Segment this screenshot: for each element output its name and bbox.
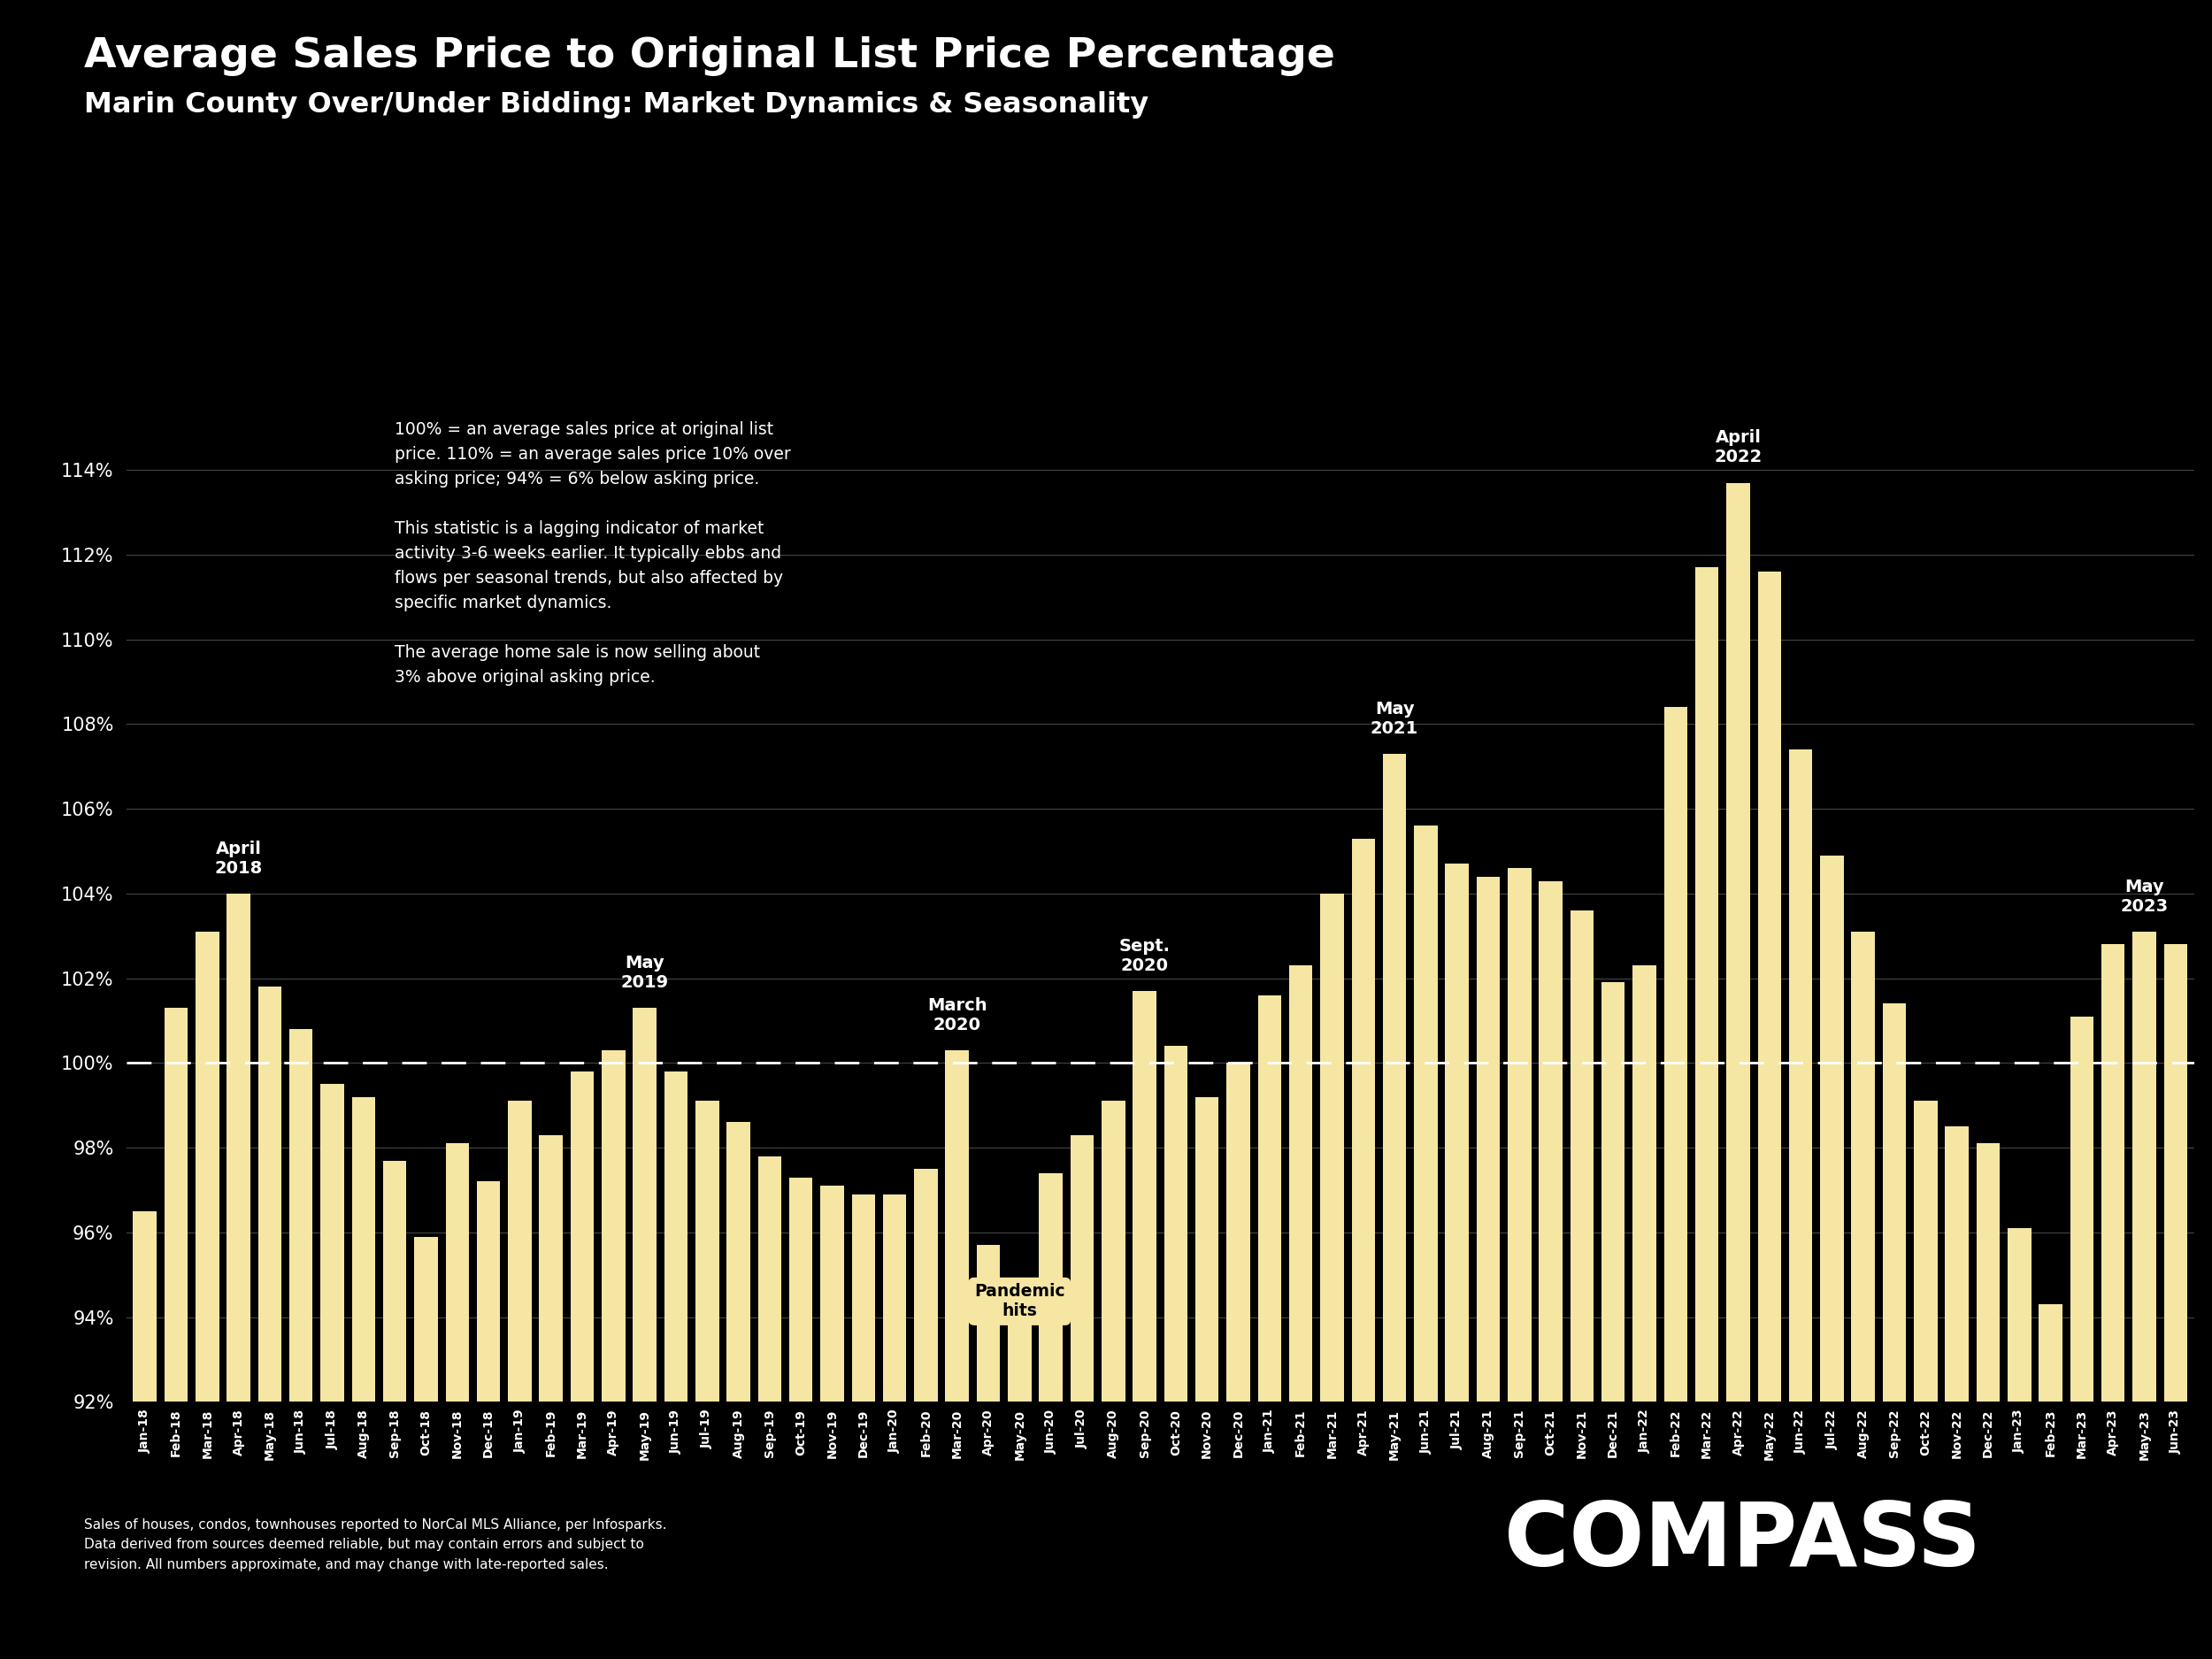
Bar [728, 1121, 750, 1659]
Bar [1194, 1097, 1219, 1659]
Text: May
2021: May 2021 [1371, 700, 1418, 737]
Bar [1164, 1047, 1188, 1659]
Bar [1382, 753, 1407, 1659]
Text: Marin County Over/Under Bidding: Market Dynamics & Seasonality: Marin County Over/Under Bidding: Market … [84, 91, 1148, 119]
Bar [2163, 944, 2188, 1659]
Text: May
2019: May 2019 [622, 954, 668, 990]
Bar [1632, 966, 1657, 1659]
Bar [540, 1135, 562, 1659]
Text: COMPASS: COMPASS [1504, 1498, 1982, 1584]
Bar [164, 1009, 188, 1659]
Bar [759, 1156, 781, 1659]
Bar [1663, 707, 1688, 1659]
Bar [695, 1102, 719, 1659]
Bar [914, 1170, 938, 1659]
Bar [945, 1050, 969, 1659]
Bar [1759, 572, 1781, 1659]
Bar [978, 1246, 1000, 1659]
Text: Average Sales Price to Original List Price Percentage: Average Sales Price to Original List Pri… [84, 36, 1336, 76]
Bar [1694, 567, 1719, 1659]
Bar [1321, 894, 1343, 1659]
Bar [1133, 990, 1157, 1659]
Bar [821, 1186, 843, 1659]
Text: April
2022: April 2022 [1714, 430, 1763, 466]
Bar [2039, 1304, 2062, 1659]
Bar [2101, 944, 2126, 1659]
Bar [1540, 881, 1562, 1659]
Bar [633, 1009, 657, 1659]
Text: Sales of houses, condos, townhouses reported to NorCal MLS Alliance, per Infospa: Sales of houses, condos, townhouses repo… [84, 1518, 666, 1571]
Bar [1444, 864, 1469, 1659]
Bar [1009, 1309, 1031, 1659]
Bar [1071, 1135, 1093, 1659]
Bar [1571, 911, 1593, 1659]
Bar [790, 1178, 812, 1659]
Bar [2070, 1017, 2093, 1659]
Bar [1413, 826, 1438, 1659]
Bar [883, 1194, 907, 1659]
Bar [1040, 1173, 1062, 1659]
Bar [321, 1085, 345, 1659]
Bar [2132, 932, 2157, 1659]
Bar [1820, 856, 1843, 1659]
Bar [478, 1181, 500, 1659]
Bar [195, 932, 219, 1659]
Bar [228, 894, 250, 1659]
Bar [1790, 750, 1812, 1659]
Bar [1509, 868, 1531, 1659]
Bar [1102, 1102, 1126, 1659]
Bar [290, 1029, 312, 1659]
Bar [1290, 966, 1312, 1659]
Bar [509, 1102, 531, 1659]
Bar [133, 1211, 157, 1659]
Bar [1352, 838, 1376, 1659]
Text: Sept.
2020: Sept. 2020 [1119, 937, 1170, 974]
Bar [602, 1050, 626, 1659]
Bar [1944, 1126, 1969, 1659]
Text: April
2018: April 2018 [215, 841, 263, 876]
Bar [1601, 982, 1626, 1659]
Bar [1478, 876, 1500, 1659]
Bar [1725, 483, 1750, 1659]
Text: Pandemic
hits: Pandemic hits [973, 1284, 1064, 1319]
Bar [664, 1072, 688, 1659]
Bar [1975, 1143, 2000, 1659]
Bar [259, 987, 281, 1659]
Bar [352, 1097, 376, 1659]
Bar [852, 1194, 876, 1659]
Bar [1259, 995, 1281, 1659]
Bar [1228, 1063, 1250, 1659]
Text: May
2023: May 2023 [2121, 879, 2168, 914]
Bar [1851, 932, 1876, 1659]
Bar [414, 1236, 438, 1659]
Bar [1882, 1004, 1907, 1659]
Bar [1913, 1102, 1938, 1659]
Bar [2008, 1228, 2031, 1659]
Text: March
2020: March 2020 [927, 997, 987, 1034]
Text: 100% = an average sales price at original list
price. 110% = an average sales pr: 100% = an average sales price at origina… [396, 421, 792, 685]
Bar [383, 1160, 407, 1659]
Bar [445, 1143, 469, 1659]
Bar [571, 1072, 595, 1659]
